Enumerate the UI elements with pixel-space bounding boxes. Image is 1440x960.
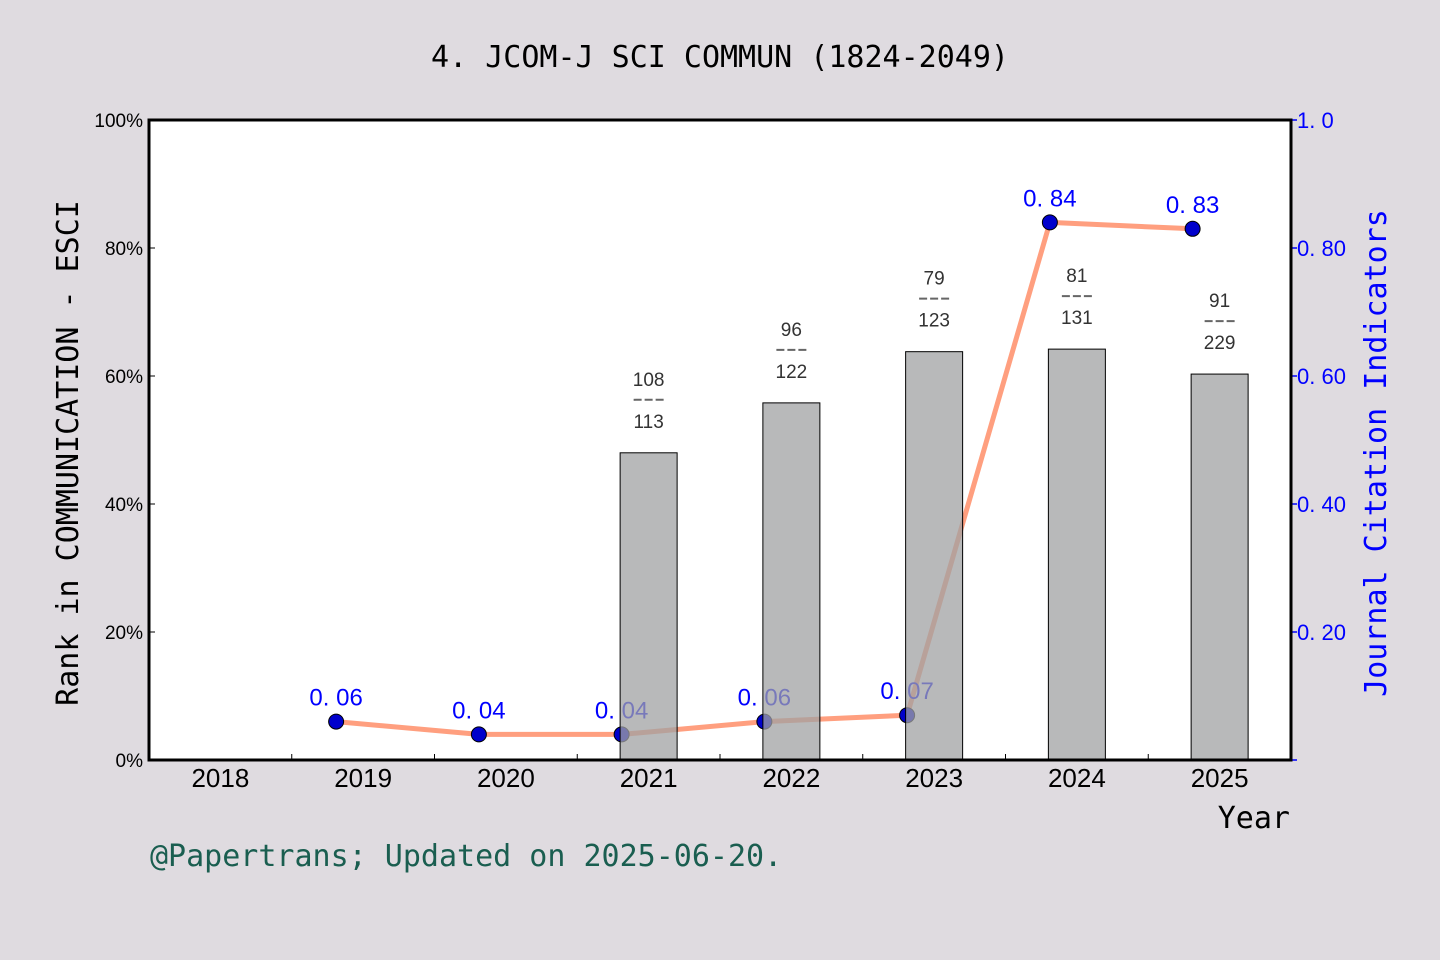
bar-rank-label: 81 xyxy=(1066,266,1087,287)
plot-area xyxy=(149,120,1291,760)
plot-frame xyxy=(147,118,1293,762)
x-tick-label: 2022 xyxy=(762,763,820,793)
rank-bar xyxy=(762,402,821,761)
y-axis-left-label: Rank in COMMUNICATION - ESCI xyxy=(51,200,86,706)
chart-title: 4. JCOM-J SCI COMMUN (1824-2049) xyxy=(431,40,1009,75)
y-left-tick-label: 20% xyxy=(105,623,143,644)
bar-rank-label: 108 xyxy=(633,370,665,391)
bar-total-label: 113 xyxy=(633,412,663,433)
y-left-tick-label: 0% xyxy=(116,751,144,772)
x-tick-label: 2024 xyxy=(1048,763,1106,793)
bar-total-label: 131 xyxy=(1061,308,1093,329)
rank-bar xyxy=(1190,373,1249,761)
y-left-tick-label: 80% xyxy=(105,239,143,260)
bar-rank-label: 91 xyxy=(1209,291,1230,312)
y-right-tick-label: 0. 60 xyxy=(1297,364,1346,389)
rank-bar xyxy=(1047,348,1106,761)
rank-bar xyxy=(619,452,678,761)
footer-credit: @Papertrans; Updated on 2025-06-20. xyxy=(150,839,782,874)
rank-bar xyxy=(905,351,964,761)
x-tick-label: 2021 xyxy=(620,763,678,793)
jci-point xyxy=(1184,220,1201,237)
y-axis-right-label: Journal Citation Indicators xyxy=(1359,209,1394,697)
bar-total-label: 123 xyxy=(918,311,950,332)
x-tick-label: 2019 xyxy=(334,763,392,793)
x-tick-label: 2023 xyxy=(905,763,963,793)
bar-rank-label: 96 xyxy=(781,320,802,341)
y-right-tick-label: 0. 80 xyxy=(1297,236,1346,261)
jci-point xyxy=(470,726,487,743)
x-tick-label: 2018 xyxy=(191,763,249,793)
jci-value-label: 0. 04 xyxy=(452,697,505,724)
y-left-tick-label: 60% xyxy=(105,367,143,388)
y-left-tick-label: 100% xyxy=(94,111,143,132)
jci-value-label: 0. 06 xyxy=(309,685,362,712)
jci-point xyxy=(328,713,345,730)
x-tick-label: 2025 xyxy=(1191,763,1249,793)
bar-total-label: 229 xyxy=(1204,333,1236,354)
y-right-tick-label: 1. 0 xyxy=(1297,108,1334,133)
jci-value-label: 0. 83 xyxy=(1166,192,1219,219)
jci-value-label: 0. 84 xyxy=(1023,185,1076,212)
x-axis-label: Year xyxy=(1218,801,1290,836)
y-left-tick-label: 40% xyxy=(105,495,143,516)
bar-rank-label: 79 xyxy=(924,269,945,290)
bar-total-label: 122 xyxy=(776,362,808,383)
jci-point xyxy=(1041,214,1058,231)
x-tick-label: 2020 xyxy=(477,763,535,793)
y-right-tick-label: 0. 20 xyxy=(1297,620,1346,645)
y-right-tick-label: 0. 40 xyxy=(1297,492,1346,517)
